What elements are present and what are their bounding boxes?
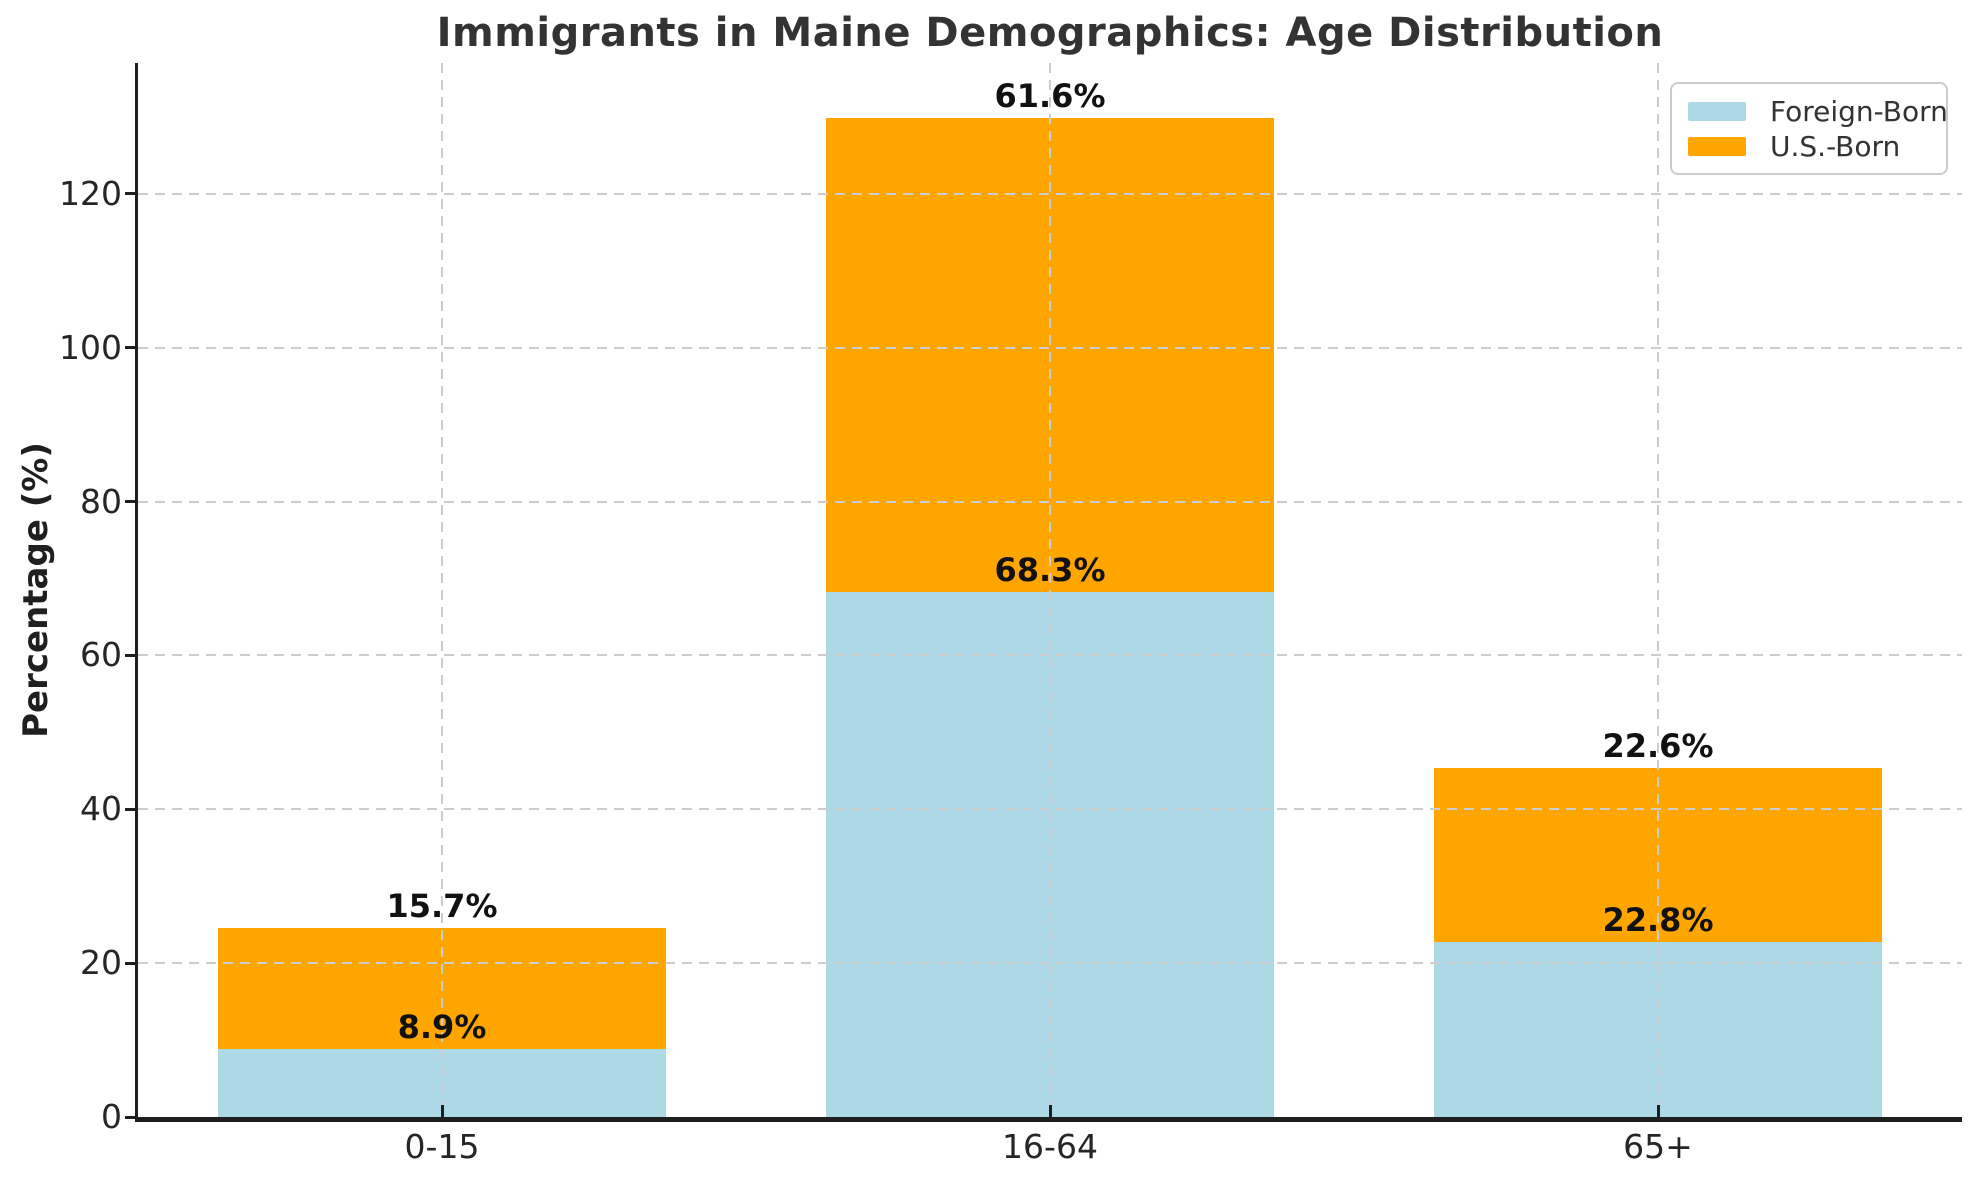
gridline-vertical-16-64: [1049, 63, 1051, 1117]
gridline-vertical-65+: [1657, 63, 1659, 1117]
legend-swatch-foreign-born-icon: [1688, 101, 1746, 121]
y-tick-label-40: 40: [80, 789, 122, 829]
bar-value-label: 61.6%: [994, 76, 1106, 115]
bar-value-label: 8.9%: [397, 1007, 487, 1046]
bar-value-label: 22.8%: [1602, 900, 1714, 939]
y-tick-mark-20: [125, 961, 136, 965]
y-tick-mark-80: [125, 500, 136, 504]
gridline-y-20: [138, 962, 1962, 965]
legend-label: U.S.-Born: [1770, 129, 1901, 163]
bar-value-label: 68.3%: [994, 550, 1106, 589]
legend-item-u-s-born: U.S.-Born: [1672, 129, 1946, 163]
y-axis-line: [135, 63, 138, 1122]
y-tick-label-0: 0: [101, 1097, 122, 1136]
plot-area: 8.9% 15.7% 68.3% 61.6% 22.8% 22.6%: [138, 63, 1962, 1117]
legend: Foreign-Born U.S.-Born: [1670, 82, 1948, 175]
y-tick-mark-100: [125, 346, 136, 350]
x-tick-label-16-64: 16-64: [1002, 1127, 1098, 1166]
gridline-y-60: [138, 654, 1962, 657]
bar-value-label: 15.7%: [386, 886, 498, 925]
x-tick-mark-16-64: [1048, 1105, 1052, 1117]
chart-title: Immigrants in Maine Demographics: Age Di…: [436, 10, 1664, 56]
y-tick-label-120: 120: [59, 173, 122, 213]
bar-value-label: 22.6%: [1602, 726, 1714, 765]
y-tick-mark-40: [125, 807, 136, 811]
x-tick-mark-65+: [1656, 1105, 1660, 1117]
gridline-vertical-0-15: [441, 63, 443, 1117]
y-tick-label-20: 20: [80, 943, 122, 983]
y-tick-mark-120: [125, 192, 136, 196]
x-tick-mark-0-15: [440, 1105, 444, 1117]
x-tick-label-65+: 65+: [1623, 1127, 1693, 1166]
x-axis-line: [135, 1117, 1962, 1122]
y-tick-label-80: 80: [80, 481, 122, 521]
legend-label: Foreign-Born: [1770, 94, 1948, 128]
legend-item-foreign-born: Foreign-Born: [1672, 94, 1948, 128]
y-tick-mark-0: [125, 1115, 136, 1119]
x-tick-label-0-15: 0-15: [404, 1127, 480, 1166]
legend-swatch-u-s-born-icon: [1688, 136, 1746, 156]
y-tick-mark-60: [125, 653, 136, 657]
gridline-y-100: [138, 346, 1962, 349]
gridline-y-40: [138, 808, 1962, 811]
gridline-y-80: [138, 500, 1962, 503]
y-tick-label-100: 100: [59, 327, 122, 367]
y-tick-label-60: 60: [80, 635, 122, 675]
gridline-y-120: [138, 192, 1962, 195]
